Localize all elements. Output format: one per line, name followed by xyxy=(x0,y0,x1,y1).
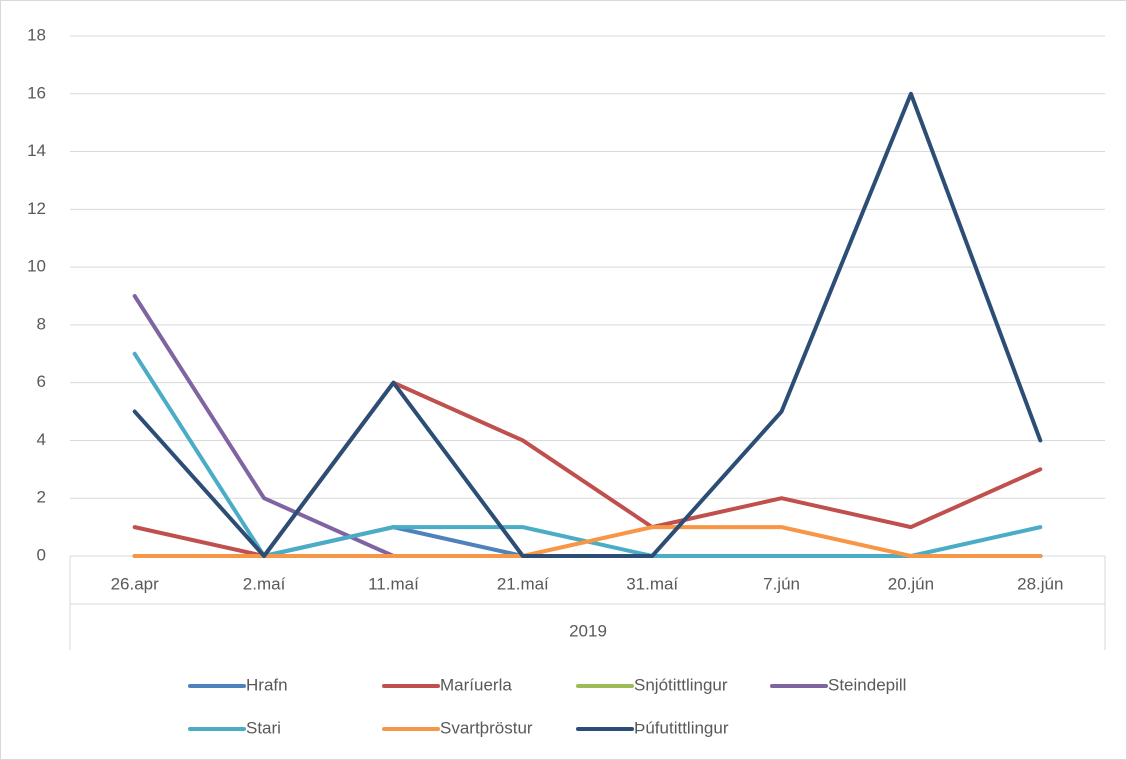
legend-label: Svartþröstur xyxy=(440,718,533,737)
category-group-label: 2019 xyxy=(569,621,607,640)
series-line xyxy=(132,91,1043,558)
x-tick-label: 11.maí xyxy=(368,574,419,593)
y-tick-label: 10 xyxy=(27,257,46,276)
x-tick-label: 20.jún xyxy=(888,574,934,593)
y-tick-label: 18 xyxy=(27,25,46,44)
x-tick-label: 28.jún xyxy=(1017,574,1063,593)
x-tick-label: 21.maí xyxy=(497,574,549,593)
legend-label: Stari xyxy=(246,718,281,737)
y-tick-label: 4 xyxy=(37,430,46,449)
legend-label: Snjótittlingur xyxy=(634,675,728,694)
y-tick-label: 14 xyxy=(27,141,46,160)
y-tick-label: 12 xyxy=(27,199,46,218)
x-tick-label: 2.maí xyxy=(243,574,286,593)
y-tick-label: 2 xyxy=(37,488,46,507)
legend-label: Steindepill xyxy=(828,675,906,694)
legend-label: Þúfutittlingur xyxy=(634,718,729,737)
legend-label: Hrafn xyxy=(246,675,288,694)
y-tick-label: 16 xyxy=(27,83,46,102)
legend-label: Maríuerla xyxy=(440,675,512,694)
x-tick-label: 7.jún xyxy=(763,574,800,593)
y-tick-label: 6 xyxy=(37,372,46,391)
x-tick-label: 31.maí xyxy=(626,574,678,593)
series-line xyxy=(132,525,1043,558)
y-tick-label: 8 xyxy=(37,314,46,333)
x-tick-label: 26.apr xyxy=(111,574,160,593)
y-tick-label: 0 xyxy=(37,545,46,564)
